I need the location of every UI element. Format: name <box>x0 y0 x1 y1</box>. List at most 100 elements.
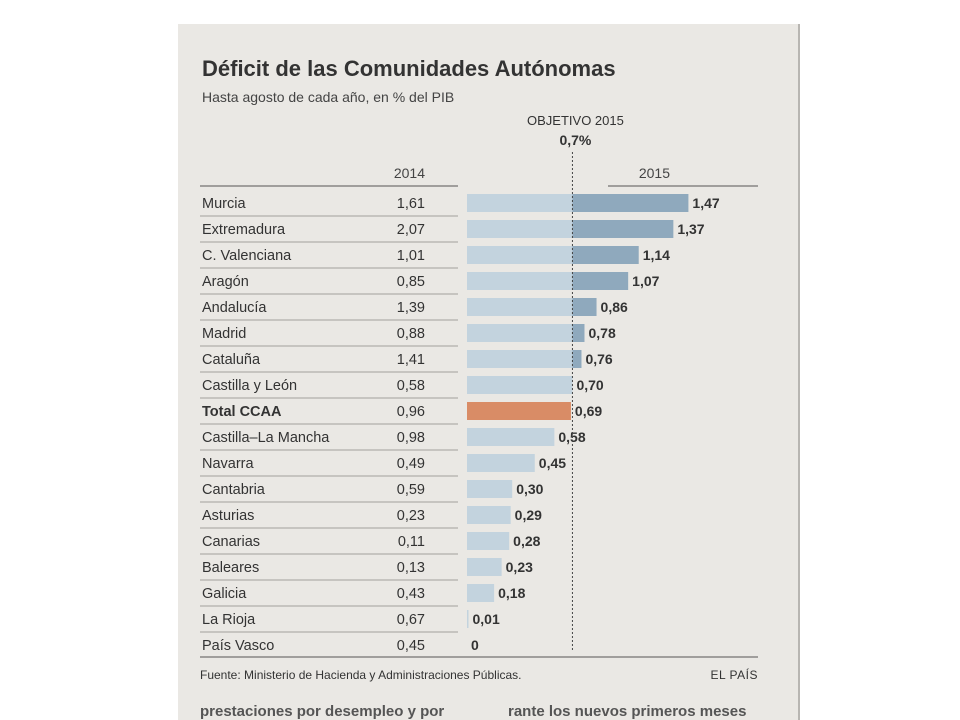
bar-value-label-2015: 0 <box>471 637 479 653</box>
row-value-2014: 1,01 <box>397 248 425 264</box>
bar-2015 <box>467 558 502 576</box>
table-row: Cantabria 0,59 0,30 <box>200 480 544 503</box>
table-row: Cataluña 1,41 0,76 <box>200 350 613 373</box>
table-row: Extremadura 2,07 1,37 <box>200 220 705 243</box>
row-value-2014: 0,49 <box>397 456 425 472</box>
bar-2015 <box>467 220 573 238</box>
row-value-2014: 1,39 <box>397 300 425 316</box>
row-region-label: Galicia <box>202 586 247 602</box>
table-row: Aragón 0,85 1,07 <box>200 272 660 295</box>
bar-2015 <box>467 402 571 420</box>
bar-value-label-2015: 1,47 <box>692 195 719 211</box>
chart-title: Déficit de las Comunidades Autónomas <box>202 56 616 81</box>
row-value-2014: 1,61 <box>397 196 425 212</box>
row-value-2014: 0,43 <box>397 586 425 602</box>
table-row: La Rioja 0,67 0,01 <box>200 610 500 633</box>
bar-value-label-2015: 0,23 <box>506 559 533 575</box>
bar-2015 <box>467 506 511 524</box>
row-region-label: Murcia <box>202 196 246 212</box>
bar-2015 <box>467 584 495 602</box>
bar-2015 <box>467 610 469 628</box>
bar-value-label-2015: 1,07 <box>632 273 659 289</box>
bar-2015-over-objective <box>572 350 582 368</box>
bar-2015 <box>467 246 573 264</box>
row-region-label: Canarias <box>202 534 260 550</box>
row-region-label: Navarra <box>202 456 255 472</box>
row-region-label: Castilla–La Mancha <box>202 430 330 446</box>
brand-label: EL PAÍS <box>710 667 758 682</box>
bar-2015-over-objective <box>572 194 689 212</box>
row-value-2014: 0,58 <box>397 378 425 394</box>
bar-2015 <box>467 376 573 394</box>
bar-2015 <box>467 350 573 368</box>
column-header-2014: 2014 <box>394 165 425 181</box>
bar-value-label-2015: 1,14 <box>643 247 670 263</box>
row-value-2014: 0,13 <box>397 560 425 576</box>
row-value-2014: 1,41 <box>397 352 425 368</box>
row-region-label: Baleares <box>202 560 259 576</box>
bar-2015 <box>467 454 535 472</box>
bar-value-label-2015: 0,45 <box>539 455 566 471</box>
bar-value-label-2015: 0,30 <box>516 481 543 497</box>
newspaper-clipping: Déficit de las Comunidades Autónomas Has… <box>178 24 800 720</box>
table-row: Total CCAA 0,96 0,69 <box>200 402 602 425</box>
bar-value-label-2015: 0,18 <box>498 585 525 601</box>
bar-2015 <box>467 480 513 498</box>
row-region-label: Cantabria <box>202 482 266 498</box>
deficit-chart: Déficit de las Comunidades Autónomas Has… <box>200 56 758 720</box>
table-row: Madrid 0,88 0,78 <box>200 324 616 347</box>
bar-value-label-2015: 0,01 <box>473 611 500 627</box>
column-header-2015: 2015 <box>639 165 670 181</box>
table-row: Murcia 1,61 1,47 <box>200 194 720 217</box>
bar-value-label-2015: 0,76 <box>585 351 612 367</box>
bar-value-label-2015: 0,86 <box>601 299 628 315</box>
row-region-label: Andalucía <box>202 300 267 316</box>
row-region-label: Asturias <box>202 508 254 524</box>
table-row: C. Valenciana 1,01 1,14 <box>200 246 670 269</box>
row-value-2014: 2,07 <box>397 222 425 238</box>
table-row: Andalucía 1,39 0,86 <box>200 298 628 321</box>
bar-2015 <box>467 194 573 212</box>
bar-value-label-2015: 0,70 <box>576 377 603 393</box>
table-row: Canarias 0,11 0,28 <box>200 532 541 555</box>
row-value-2014: 0,88 <box>397 326 425 342</box>
row-value-2014: 0,59 <box>397 482 425 498</box>
row-value-2014: 0,85 <box>397 274 425 290</box>
table-row: Asturias 0,23 0,29 <box>200 506 542 529</box>
row-value-2014: 0,67 <box>397 612 425 628</box>
bar-value-label-2015: 0,29 <box>515 507 542 523</box>
bar-value-label-2015: 0,69 <box>575 403 602 419</box>
table-row: Navarra 0,49 0,45 <box>200 454 566 477</box>
bar-2015 <box>467 272 573 290</box>
table-row: Castilla y León 0,58 0,70 <box>200 376 604 399</box>
bar-value-label-2015: 0,28 <box>513 533 540 549</box>
row-value-2014: 0,96 <box>397 404 425 420</box>
bar-2015-over-objective <box>572 324 585 342</box>
source-note: Fuente: Ministerio de Hacienda y Adminis… <box>200 668 522 682</box>
table-row: País Vasco 0,45 0 <box>202 637 479 654</box>
page-text-left: prestaciones por desempleo y por <box>200 703 444 720</box>
bar-value-label-2015: 1,37 <box>677 221 704 237</box>
row-value-2014: 0,11 <box>398 534 425 550</box>
chart-rows: Murcia 1,61 1,47 Extremadura 2,07 1,37 C. Vale… <box>200 194 720 654</box>
row-region-label: Madrid <box>202 326 246 342</box>
bar-2015 <box>467 298 573 316</box>
objective-label: OBJETIVO 2015 <box>527 113 624 128</box>
row-region-label: País Vasco <box>202 638 274 654</box>
bar-2015-over-objective <box>572 246 639 264</box>
bar-2015 <box>467 532 510 550</box>
row-region-label: Castilla y León <box>202 378 297 394</box>
chart-subtitle: Hasta agosto de cada año, en % del PIB <box>202 89 454 105</box>
bar-value-label-2015: 0,78 <box>588 325 615 341</box>
row-value-2014: 0,23 <box>397 508 425 524</box>
objective-value: 0,7% <box>559 132 591 148</box>
row-value-2014: 0,98 <box>397 430 425 446</box>
row-region-label: C. Valenciana <box>202 248 292 264</box>
bar-2015-over-objective <box>572 220 674 238</box>
row-region-label: Total CCAA <box>202 404 282 420</box>
table-row: Castilla–La Mancha 0,98 0,58 <box>200 428 586 451</box>
row-value-2014: 0,45 <box>397 638 425 654</box>
row-region-label: Aragón <box>202 274 249 290</box>
row-region-label: Extremadura <box>202 222 286 238</box>
bar-2015-over-objective <box>572 298 597 316</box>
